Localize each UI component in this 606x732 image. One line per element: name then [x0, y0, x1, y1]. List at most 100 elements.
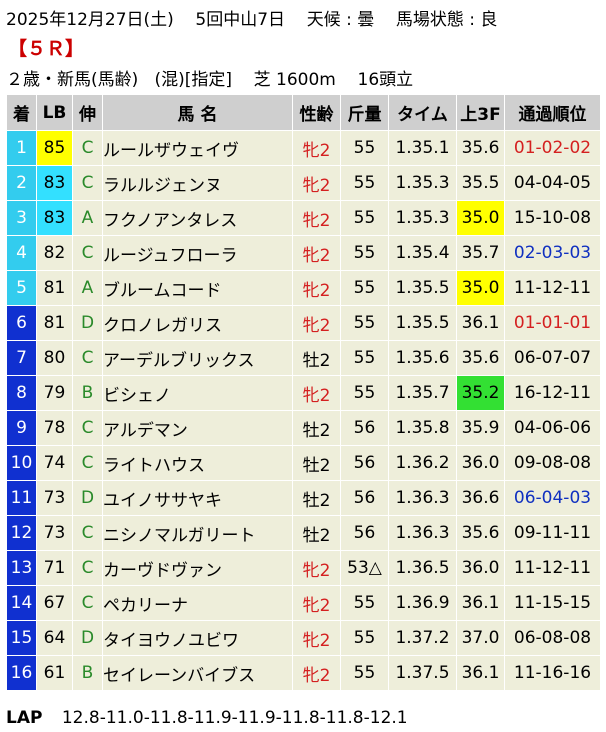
- carried-weight: 55: [340, 620, 389, 656]
- horse-name: ラルルジェンヌ: [102, 165, 293, 201]
- carried-weight: 56: [340, 515, 389, 551]
- horse-name: ブルームコード: [102, 270, 293, 306]
- carried-weight: 55: [340, 130, 389, 166]
- finish-grade: D: [72, 620, 103, 656]
- finish-time: 1.35.5: [388, 270, 457, 306]
- finish-time: 1.35.3: [388, 165, 457, 201]
- col-header-grade: 伸: [72, 94, 103, 131]
- sex-age: 牝2: [292, 200, 341, 236]
- finish-time: 1.35.4: [388, 235, 457, 271]
- passing-order: 02-03-03: [504, 235, 601, 271]
- col-header-time: タイム: [388, 94, 457, 131]
- sex-age: 牝2: [292, 585, 341, 621]
- finish-grade: C: [72, 235, 103, 271]
- finish-grade: C: [72, 515, 103, 551]
- horse-name: アルデマン: [102, 410, 293, 446]
- result-rank: 4: [6, 235, 37, 271]
- sex-age: 牝2: [292, 165, 341, 201]
- finish-time: 1.36.3: [388, 480, 457, 516]
- last-3f: 35.6: [456, 130, 505, 166]
- lap-values: 12.8-11.0-11.8-11.9-11.9-11.8-11.8-12.1: [61, 708, 408, 728]
- lb-rating: 64: [36, 620, 73, 656]
- result-rank: 2: [6, 165, 37, 201]
- results-table: 着 LB 伸 馬 名 性齢 斤量 タイム 上3F 通過順位 1 85 C ルールザウェ…: [6, 94, 601, 691]
- field-size: 16頭立: [357, 70, 414, 90]
- passing-order: 11-12-11: [504, 270, 601, 306]
- passing-order: 01-02-02: [504, 130, 601, 166]
- table-row: 1 85 C ルールザウェイヴ 牝2 55 1.35.1 35.6 01-02-02: [6, 130, 601, 166]
- col-header-name: 馬 名: [102, 94, 293, 131]
- finish-grade: D: [72, 480, 103, 516]
- finish-time: 1.35.8: [388, 410, 457, 446]
- race-class: ２歳・新馬(馬齢): [6, 70, 139, 90]
- lb-rating: 73: [36, 515, 73, 551]
- last-3f: 36.1: [456, 585, 505, 621]
- carried-weight: 56: [340, 445, 389, 481]
- last-3f: 35.2: [456, 375, 505, 411]
- finish-grade: B: [72, 375, 103, 411]
- finish-grade: B: [72, 655, 103, 691]
- col-header-weight: 斤量: [340, 94, 389, 131]
- col-header-rank: 着: [6, 94, 37, 131]
- carried-weight: 55: [340, 305, 389, 341]
- last-3f: 36.6: [456, 480, 505, 516]
- finish-time: 1.35.5: [388, 305, 457, 341]
- passing-order: 04-04-05: [504, 165, 601, 201]
- col-header-lb: LB: [36, 94, 73, 131]
- table-row: 7 80 C アーデルブリックス 牡2 55 1.35.6 35.6 06-07-07: [6, 340, 601, 376]
- carried-weight: 55: [340, 235, 389, 271]
- carried-weight: 55: [340, 200, 389, 236]
- finish-grade: C: [72, 550, 103, 586]
- col-header-passing: 通過順位: [504, 94, 601, 131]
- passing-order: 06-07-07: [504, 340, 601, 376]
- result-rank: 13: [6, 550, 37, 586]
- lb-rating: 71: [36, 550, 73, 586]
- race-meeting: 5回中山7日: [195, 10, 286, 30]
- passing-order: 09-08-08: [504, 445, 601, 481]
- lb-rating: 83: [36, 165, 73, 201]
- table-row: 10 74 C ライトハウス 牡2 56 1.36.2 36.0 09-08-08: [6, 445, 601, 481]
- horse-name: ニシノマルガリート: [102, 515, 293, 551]
- col-header-sexage: 性齢: [292, 94, 341, 131]
- finish-time: 1.35.1: [388, 130, 457, 166]
- table-row: 16 61 B セイレーンバイブス 牝2 55 1.37.5 36.1 11-16-16: [6, 655, 601, 691]
- sex-age: 牝2: [292, 655, 341, 691]
- horse-name: ビシェノ: [102, 375, 293, 411]
- lb-rating: 82: [36, 235, 73, 271]
- table-row: 14 67 C ペカリーナ 牝2 55 1.36.9 36.1 11-15-15: [6, 585, 601, 621]
- finish-grade: A: [72, 270, 103, 306]
- weather-text: 天候 : 曇: [306, 10, 375, 30]
- race-number: 【５Ｒ】: [8, 38, 85, 60]
- sex-age: 牡2: [292, 480, 341, 516]
- result-rank: 3: [6, 200, 37, 236]
- lb-rating: 73: [36, 480, 73, 516]
- sex-age: 牡2: [292, 410, 341, 446]
- lb-rating: 61: [36, 655, 73, 691]
- horse-name: ペカリーナ: [102, 585, 293, 621]
- sex-age: 牝2: [292, 130, 341, 166]
- finish-grade: C: [72, 585, 103, 621]
- finish-grade: C: [72, 130, 103, 166]
- result-rank: 11: [6, 480, 37, 516]
- race-date: 2025年12月27日(土): [6, 10, 174, 30]
- table-row: 13 71 C カーヴドヴァン 牝2 53△ 1.36.5 36.0 11-12-11: [6, 550, 601, 586]
- horse-name: クロノレガリス: [102, 305, 293, 341]
- horse-name: ユイノササヤキ: [102, 480, 293, 516]
- track-condition: 馬場状態 : 良: [395, 10, 498, 30]
- passing-order: 11-12-11: [504, 550, 601, 586]
- horse-name: ライトハウス: [102, 445, 293, 481]
- carried-weight: 53△: [340, 550, 389, 586]
- sex-age: 牝2: [292, 235, 341, 271]
- finish-time: 1.37.2: [388, 620, 457, 656]
- horse-name: タイヨウノユビワ: [102, 620, 293, 656]
- horse-name: アーデルブリックス: [102, 340, 293, 376]
- lb-rating: 79: [36, 375, 73, 411]
- lb-rating: 81: [36, 305, 73, 341]
- table-row: 3 83 A フクノアンタレス 牝2 55 1.35.3 35.0 15-10-08: [6, 200, 601, 236]
- sex-age: 牝2: [292, 375, 341, 411]
- sex-age: 牡2: [292, 445, 341, 481]
- race-conditions-line: ２歳・新馬(馬齢) (混)[指定] 芝 1600m 16頭立: [6, 65, 413, 90]
- result-rank: 6: [6, 305, 37, 341]
- carried-weight: 55: [340, 585, 389, 621]
- table-header-row: 着 LB 伸 馬 名 性齢 斤量 タイム 上3F 通過順位: [6, 94, 601, 131]
